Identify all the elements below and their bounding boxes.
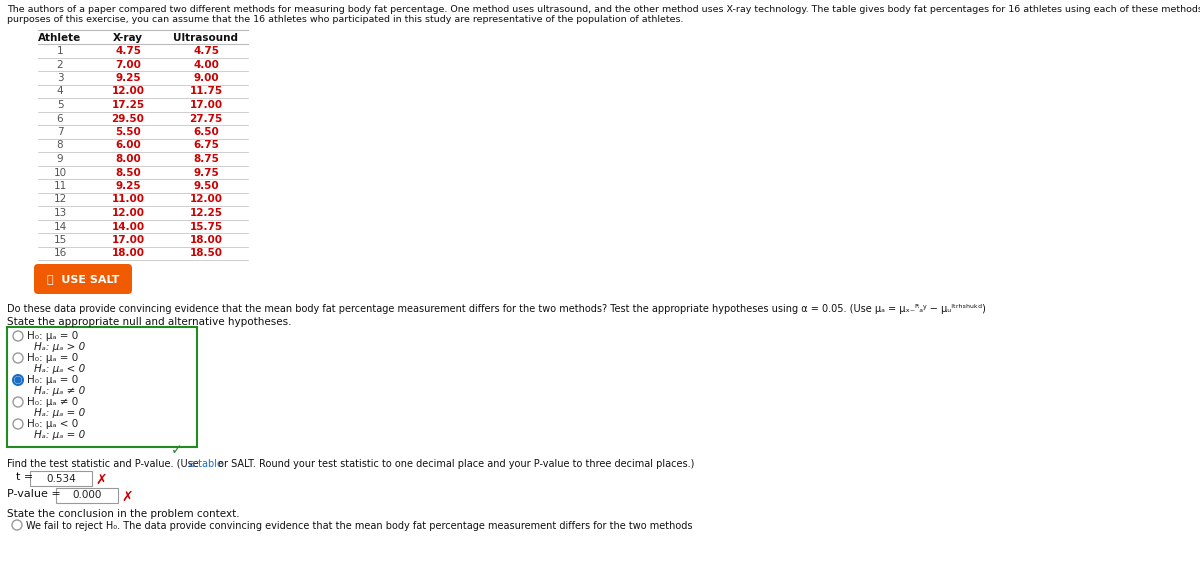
Text: H₀: μₐ < 0: H₀: μₐ < 0 <box>28 419 78 429</box>
Text: 8.50: 8.50 <box>115 167 140 178</box>
Text: 4.75: 4.75 <box>193 46 220 56</box>
Text: ⎙  USE SALT: ⎙ USE SALT <box>47 274 119 284</box>
Text: or SALT. Round your test statistic to one decimal place and your P-value to thre: or SALT. Round your test statistic to on… <box>215 459 695 469</box>
FancyBboxPatch shape <box>7 327 197 447</box>
Text: 5.50: 5.50 <box>115 127 140 137</box>
Text: 11: 11 <box>53 181 67 191</box>
Circle shape <box>13 419 23 429</box>
Text: 17.25: 17.25 <box>112 100 144 110</box>
Text: State the conclusion in the problem context.: State the conclusion in the problem cont… <box>7 509 240 519</box>
Text: 18.00: 18.00 <box>112 248 144 259</box>
Text: We fail to reject H₀. The data provide convincing evidence that the mean body fa: We fail to reject H₀. The data provide c… <box>26 521 692 531</box>
FancyBboxPatch shape <box>34 264 132 294</box>
Text: 1: 1 <box>56 46 64 56</box>
Text: 6.50: 6.50 <box>193 127 218 137</box>
Text: 0.000: 0.000 <box>72 491 102 501</box>
Text: 17.00: 17.00 <box>112 235 144 245</box>
Circle shape <box>14 377 22 383</box>
Text: 15: 15 <box>53 235 67 245</box>
Text: 13: 13 <box>53 208 67 218</box>
Text: 10: 10 <box>54 167 66 178</box>
Text: 9: 9 <box>56 154 64 164</box>
Text: 17.00: 17.00 <box>190 100 222 110</box>
Text: Hₐ: μₐ > 0: Hₐ: μₐ > 0 <box>34 342 85 352</box>
Text: 9.25: 9.25 <box>115 181 140 191</box>
Text: t =: t = <box>16 472 34 482</box>
Text: 9.00: 9.00 <box>193 73 218 83</box>
Text: 4.00: 4.00 <box>193 60 218 70</box>
Text: 8: 8 <box>56 140 64 151</box>
Text: 11.75: 11.75 <box>190 87 222 97</box>
Text: 14: 14 <box>53 221 67 232</box>
Circle shape <box>12 520 22 530</box>
FancyBboxPatch shape <box>30 471 92 486</box>
Text: Hₐ: μₐ = 0: Hₐ: μₐ = 0 <box>34 408 85 418</box>
Text: 14.00: 14.00 <box>112 221 144 232</box>
Text: 18.00: 18.00 <box>190 235 222 245</box>
Text: H₀: μₐ = 0: H₀: μₐ = 0 <box>28 375 78 385</box>
Text: 9.75: 9.75 <box>193 167 218 178</box>
Text: Athlete: Athlete <box>38 33 82 43</box>
Text: The authors of a paper compared two different methods for measuring body fat per: The authors of a paper compared two diff… <box>7 5 1200 14</box>
Text: ✓: ✓ <box>172 443 182 457</box>
Text: Hₐ: μₐ = 0: Hₐ: μₐ = 0 <box>34 430 85 440</box>
Circle shape <box>13 353 23 363</box>
Text: X-ray: X-ray <box>113 33 143 43</box>
Text: 18.50: 18.50 <box>190 248 222 259</box>
Text: a table: a table <box>190 459 223 469</box>
Text: Do these data provide convincing evidence that the mean body fat percentage meas: Do these data provide convincing evidenc… <box>7 304 986 314</box>
Text: purposes of this exercise, you can assume that the 16 athletes who participated : purposes of this exercise, you can assum… <box>7 15 684 24</box>
Text: 4: 4 <box>56 87 64 97</box>
Text: 6.00: 6.00 <box>115 140 140 151</box>
Circle shape <box>13 375 23 385</box>
Text: 2: 2 <box>56 60 64 70</box>
Text: H₀: μₐ ≠ 0: H₀: μₐ ≠ 0 <box>28 397 78 407</box>
Text: 12: 12 <box>53 194 67 205</box>
Text: 6.75: 6.75 <box>193 140 218 151</box>
Text: 29.50: 29.50 <box>112 114 144 124</box>
Text: 12.25: 12.25 <box>190 208 222 218</box>
Text: 4.75: 4.75 <box>115 46 142 56</box>
Text: 5: 5 <box>56 100 64 110</box>
Text: Hₐ: μₐ < 0: Hₐ: μₐ < 0 <box>34 364 85 374</box>
Text: 12.00: 12.00 <box>190 194 222 205</box>
Text: Hₐ: μₐ ≠ 0: Hₐ: μₐ ≠ 0 <box>34 386 85 396</box>
Text: 8.75: 8.75 <box>193 154 218 164</box>
Text: 12.00: 12.00 <box>112 208 144 218</box>
FancyBboxPatch shape <box>56 488 118 503</box>
Text: 16: 16 <box>53 248 67 259</box>
Text: ✗: ✗ <box>95 473 107 487</box>
Text: 3: 3 <box>56 73 64 83</box>
Text: 0.534: 0.534 <box>46 474 76 483</box>
Text: 7: 7 <box>56 127 64 137</box>
Text: Find the test statistic and P-value. (Use: Find the test statistic and P-value. (Us… <box>7 459 202 469</box>
Text: ✗: ✗ <box>121 490 133 504</box>
Text: 6: 6 <box>56 114 64 124</box>
Text: 15.75: 15.75 <box>190 221 222 232</box>
Text: 8.00: 8.00 <box>115 154 140 164</box>
Text: 11.00: 11.00 <box>112 194 144 205</box>
Text: State the appropriate null and alternative hypotheses.: State the appropriate null and alternati… <box>7 317 292 327</box>
Text: 9.25: 9.25 <box>115 73 140 83</box>
Text: H₀: μₐ = 0: H₀: μₐ = 0 <box>28 353 78 363</box>
Circle shape <box>13 397 23 407</box>
Text: Ultrasound: Ultrasound <box>174 33 239 43</box>
Text: 27.75: 27.75 <box>190 114 223 124</box>
Text: H₀: μₐ = 0: H₀: μₐ = 0 <box>28 331 78 341</box>
Text: 7.00: 7.00 <box>115 60 140 70</box>
Text: P-value =: P-value = <box>7 489 61 499</box>
Circle shape <box>13 331 23 341</box>
Text: 12.00: 12.00 <box>112 87 144 97</box>
Text: 9.50: 9.50 <box>193 181 218 191</box>
